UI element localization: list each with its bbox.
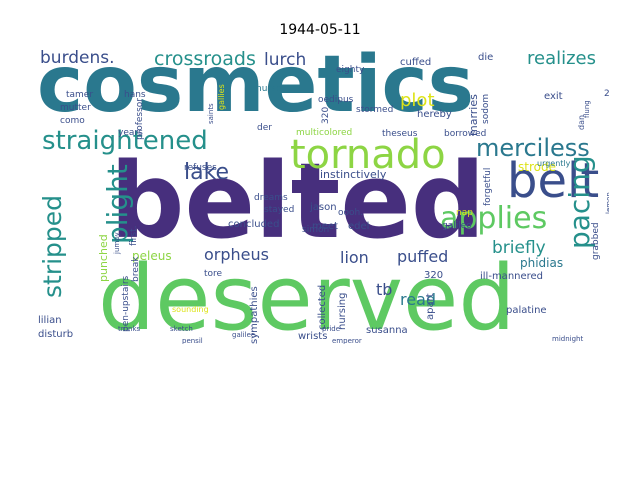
word-urgently: urgently (537, 159, 571, 168)
word-stayed: stayed (264, 205, 295, 215)
word-palatine: palatine (506, 305, 547, 316)
word-die: die (478, 52, 494, 63)
word-cloud: cosmetics belted deserved tornado belt s… (32, 44, 609, 344)
word-lake: lake (184, 160, 230, 185)
word-forgetful: forgetful (483, 167, 493, 206)
word-theseus: theseus (382, 129, 418, 139)
word-stripped: stripped (38, 194, 67, 298)
word-galileo: galileo (442, 221, 472, 231)
word-trunks: trunks (118, 325, 141, 333)
word-nursing: nursing (337, 292, 348, 330)
word-sodom: sodom (481, 93, 491, 124)
word-sketch: sketch (170, 325, 193, 333)
word-burdens: burdens. (40, 48, 115, 68)
word-tb: tb (376, 280, 393, 299)
word-tamer: tamer (66, 90, 94, 100)
word-sympathies: sympathies (249, 286, 260, 344)
word-gallies: gallies (217, 84, 226, 110)
word-wrists: wrists (298, 331, 328, 342)
word-simon: simon (302, 225, 330, 235)
word-crossroads: crossroads (154, 48, 256, 70)
word-lilian: lilian (38, 315, 62, 326)
word-nurse: nurse (256, 84, 282, 94)
word-eighty: eighty (336, 65, 365, 75)
word-oedipus: oedipus (318, 95, 354, 105)
word-como: como (60, 116, 85, 126)
word-saints: saints (207, 103, 215, 124)
word-lurch: lurch (264, 50, 307, 70)
word-susanna: susanna (366, 325, 408, 336)
word-puffed: puffed (397, 247, 449, 266)
word-hans: hans (124, 90, 146, 100)
word-briefly: briefly (492, 238, 546, 258)
word-midnight: midnight (552, 335, 584, 343)
word-applies: applies (440, 201, 548, 236)
word-marries: marries (467, 94, 480, 136)
word-hereby: hereby (417, 109, 452, 120)
word-mutter: mutter (60, 103, 91, 113)
word-borrowed: borrowed (444, 129, 487, 139)
word-read: read (400, 290, 437, 309)
word-meet: meet (312, 221, 338, 232)
page-title: 1944-05-11 (279, 22, 361, 38)
word-refuses: refuses (184, 163, 217, 173)
word-flung: flung (583, 100, 591, 118)
word-apart: apart (425, 293, 436, 320)
word-der: der (257, 123, 272, 133)
word-orpheus: orpheus (204, 245, 269, 264)
word-merciless: merciless (476, 134, 590, 162)
word-plot: plot (400, 90, 435, 111)
word-jumpy: jumpy (113, 232, 121, 254)
word-phidias: phidias (520, 256, 564, 270)
word-320b: 320 (321, 106, 331, 124)
word-punched: punched (97, 234, 110, 282)
word-straightened: straightened (42, 126, 208, 156)
word-multicolored: multicolored (296, 128, 353, 138)
word-edel: edel (348, 221, 370, 232)
word-collected: collected (317, 284, 328, 330)
word-tornado: tornado (290, 132, 446, 178)
word-sounding: sounding (172, 305, 209, 314)
word-belt: belt (507, 153, 600, 209)
word-nap: nap (456, 208, 473, 218)
word-lemon: lemon (605, 192, 609, 214)
word-belted: belted (110, 140, 486, 262)
word-disturb: disturb (38, 329, 74, 340)
word-realizes: realizes (527, 48, 597, 69)
word-stormed: stormed (356, 105, 394, 115)
word-pacing: pacing (563, 155, 596, 249)
word-professor: professor (135, 97, 145, 140)
word-deserved: deserved (98, 246, 516, 344)
word-220: 220 (604, 89, 609, 99)
word-cosmetics: cosmetics (37, 44, 475, 130)
word-ill-mannered: ill-mannered (480, 271, 544, 282)
word-ooh: oooh. (338, 208, 364, 218)
word-320a: 320 (424, 270, 444, 281)
word-pen-upstairs: pen-upstairs (121, 275, 131, 332)
word-break: break (131, 256, 141, 282)
word-lion: lion (340, 248, 369, 267)
word-exit: exit (544, 91, 563, 102)
word-jason: jason (310, 202, 337, 213)
word-emperor: emperor (332, 337, 362, 345)
word-peleus: peleus (132, 249, 172, 263)
word-pride: pride (322, 325, 341, 333)
word-pensil: pensil (182, 337, 203, 345)
word-tore: tore (204, 269, 223, 279)
word-concluded: concluded (228, 219, 280, 230)
word-instinctively: instinctively (320, 168, 387, 181)
word-first: first. (129, 225, 139, 246)
word-galilee: galilee (232, 331, 256, 339)
word-dreams: dreams (254, 193, 288, 203)
word-cuffed: cuffed (400, 57, 432, 68)
word-grabbed: grabbed (591, 222, 601, 260)
word-strode: strode (518, 160, 556, 174)
word-years: years (118, 128, 143, 138)
